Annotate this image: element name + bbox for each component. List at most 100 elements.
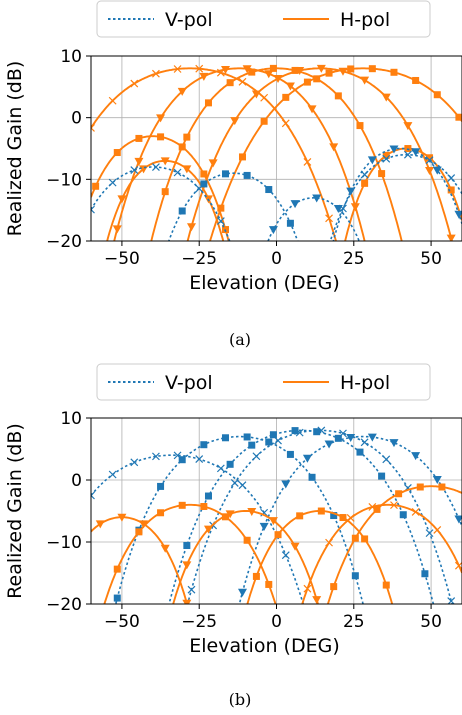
h-pol-marker — [135, 134, 143, 142]
h-pol-marker — [157, 133, 165, 141]
h-pol-marker — [177, 87, 187, 96]
v-pol-series-line — [114, 435, 364, 604]
h-pol-marker — [135, 528, 143, 536]
x-tick-label: 0 — [271, 612, 282, 632]
h-pol-marker — [265, 580, 273, 588]
h-pol-marker — [411, 507, 420, 516]
h-pol-series-line — [91, 135, 230, 241]
v-pol-marker — [346, 187, 356, 196]
x-tick-label: −25 — [181, 612, 217, 632]
v-pol-marker — [281, 480, 291, 489]
y-axis-label: Realized Gain (dB) — [4, 423, 26, 599]
x-tick-label: −50 — [104, 612, 140, 632]
h-pol-marker — [208, 159, 218, 168]
h-pol-marker — [454, 561, 462, 570]
v-pol-marker — [108, 470, 117, 479]
v-pol-marker — [200, 441, 208, 449]
legend: V-pol H-pol — [96, 363, 431, 401]
panel-b: −50 −25 0 25 50 −20 −10 0 10 Elevation (DEG) Reali… — [4, 363, 462, 709]
h-pol-marker — [325, 538, 333, 547]
v-pol-marker — [421, 570, 429, 578]
h-pol-marker — [403, 122, 413, 131]
v-pol-marker — [339, 429, 347, 438]
v-pol-marker — [403, 150, 412, 159]
h-pol-marker — [330, 583, 338, 591]
v-pol-marker — [389, 145, 399, 154]
v-pol-marker — [378, 472, 386, 480]
h-pol-marker — [182, 561, 192, 570]
v-pol-marker — [152, 163, 160, 172]
h-pol-marker — [361, 179, 369, 187]
h-pol-marker — [390, 68, 398, 76]
h-pol-marker — [92, 182, 100, 190]
h-pol-marker — [433, 526, 442, 534]
h-pol-marker — [274, 531, 282, 539]
h-pol-marker — [378, 170, 386, 178]
v-pol-marker — [317, 426, 326, 435]
h-pol-marker — [268, 517, 278, 526]
h-pol-marker — [295, 67, 305, 76]
h-pol-marker — [117, 195, 127, 204]
v-pol-marker — [291, 427, 299, 435]
v-pol-series-line — [238, 435, 462, 604]
h-pol-series-line — [91, 67, 337, 241]
v-pol-marker — [183, 542, 191, 550]
v-pol-marker — [454, 210, 462, 219]
h-pol-marker — [160, 157, 170, 166]
y-tick-label: 0 — [71, 109, 82, 129]
h-pol-marker — [203, 525, 213, 534]
h-pol-marker — [447, 186, 455, 194]
v-pol-marker — [152, 452, 160, 461]
v-pol-marker — [425, 156, 434, 165]
v-pol-marker — [382, 154, 391, 163]
v-pol-marker — [454, 515, 462, 524]
h-pol-marker — [112, 225, 122, 234]
h-pol-marker — [273, 74, 283, 83]
v-pol-marker — [399, 511, 407, 519]
h-pol-marker — [264, 70, 274, 79]
v-pol-marker — [252, 452, 261, 461]
h-pol-marker — [113, 565, 121, 573]
h-pol-marker — [438, 483, 446, 491]
x-tick-label: 25 — [343, 249, 365, 269]
v-pol-marker — [382, 455, 391, 464]
h-pol-series-line — [344, 147, 462, 241]
v-pol-marker — [91, 205, 95, 214]
h-pol-marker — [381, 93, 391, 102]
v-pol-marker — [265, 186, 273, 194]
h-pol-marker — [108, 96, 117, 105]
h-pol-marker — [178, 501, 186, 509]
v-pol-marker — [91, 491, 95, 500]
x-tick-label: 50 — [420, 249, 442, 269]
h-pol-marker — [269, 64, 277, 72]
h-pol-marker — [182, 165, 192, 174]
h-pol-marker — [230, 117, 240, 126]
v-pol-marker — [334, 434, 342, 442]
v-pol-marker — [243, 171, 251, 179]
h-pol-marker — [390, 501, 398, 510]
h-pol-marker — [238, 77, 247, 86]
h-pol-marker — [195, 64, 204, 73]
h-pol-marker — [395, 490, 403, 498]
panel-a: −50 −25 0 25 50 −20 −10 0 10 Elevation (DEG) Reali… — [4, 0, 462, 349]
h-pol-series-line — [172, 510, 319, 604]
v-pol-marker — [226, 460, 234, 468]
v-pol-marker — [356, 448, 364, 456]
h-pol-marker — [360, 76, 370, 85]
h-pol-marker — [368, 65, 376, 73]
panel-caption: (a) — [229, 330, 251, 349]
h-pol-marker — [199, 72, 209, 81]
v-pol-marker — [130, 458, 139, 467]
h-pol-marker — [152, 69, 160, 78]
h-pol-marker — [251, 90, 261, 99]
h-pol-marker — [426, 154, 434, 162]
v-pol-marker — [432, 475, 442, 484]
h-pol-marker — [260, 93, 269, 102]
y-tick-label: −10 — [46, 533, 82, 553]
legend: V-pol H-pol — [96, 0, 431, 38]
v-pol-marker — [269, 431, 277, 439]
v-pol-marker — [312, 194, 322, 203]
h-pol-marker — [313, 75, 321, 83]
v-pol-marker — [221, 170, 229, 178]
